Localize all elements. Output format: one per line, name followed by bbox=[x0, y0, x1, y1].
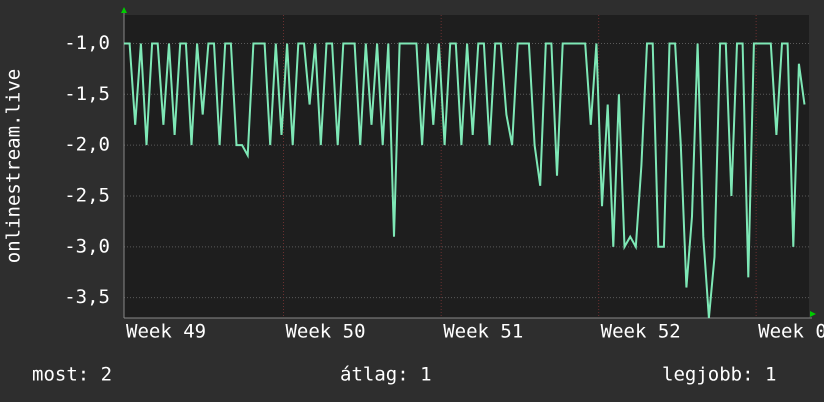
grid: -1,0 -1,5 -2,0 -2,5 -3,0 -3,5 Week 49 Week 50 We… bbox=[64, 10, 824, 343]
y-tick-label: -3,0 bbox=[64, 235, 110, 257]
footer-best: legjobb: 1 bbox=[662, 364, 776, 386]
axis-arrow bbox=[121, 7, 127, 13]
x-tick-label: Week 01 bbox=[758, 321, 824, 343]
footer-now: most: 2 bbox=[32, 364, 112, 386]
x-tick-label: Week 51 bbox=[443, 321, 523, 343]
y-tick-label: -2,0 bbox=[64, 134, 110, 156]
x-tick-label: Week 49 bbox=[126, 321, 206, 343]
marks bbox=[124, 42, 806, 319]
x-tick-label: Week 50 bbox=[285, 321, 365, 343]
data-line bbox=[124, 42, 806, 319]
y-tick-label: -2,5 bbox=[64, 184, 110, 206]
y-tick-label: -1,5 bbox=[64, 83, 110, 105]
y-tick-label: -3,5 bbox=[64, 286, 110, 308]
y-tick-label: -1,0 bbox=[64, 32, 110, 54]
footer-avg: átlag: 1 bbox=[340, 364, 432, 386]
x-tick-label: Week 52 bbox=[601, 321, 681, 343]
y-axis-label: onlinestream.live bbox=[3, 69, 25, 263]
axis-arrow bbox=[810, 311, 816, 317]
